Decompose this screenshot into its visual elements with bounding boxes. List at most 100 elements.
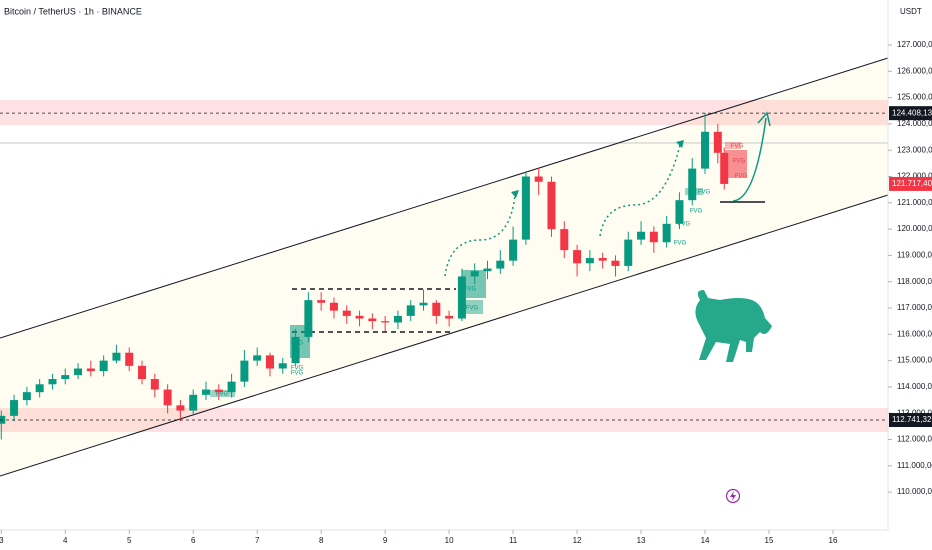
candle-body bbox=[202, 389, 211, 395]
fvg-label: FVG bbox=[731, 144, 744, 150]
y-tick-label: 122.000,00 bbox=[897, 172, 932, 181]
x-tick-label: 7 bbox=[255, 536, 260, 545]
x-tick-label: 13 bbox=[637, 536, 646, 545]
x-tick-label: 12 bbox=[573, 536, 582, 545]
x-tick-label: 15 bbox=[765, 536, 774, 545]
x-tick-label: 10 bbox=[445, 536, 454, 545]
x-tick-label: 4 bbox=[63, 536, 68, 545]
candle-body bbox=[342, 310, 351, 316]
candle-body bbox=[227, 381, 236, 393]
candle-body bbox=[547, 181, 556, 230]
projection-path bbox=[444, 194, 516, 277]
candle-body bbox=[483, 268, 492, 272]
candle-body bbox=[189, 394, 198, 411]
fvg-label: FVG bbox=[678, 222, 691, 228]
x-tick-label: 8 bbox=[319, 536, 324, 545]
fvg-label: FVG bbox=[291, 366, 304, 372]
channel-upper bbox=[0, 57, 889, 339]
candle-body bbox=[150, 379, 159, 390]
candle-body bbox=[611, 260, 620, 266]
channel-fill bbox=[0, 58, 888, 476]
event-icon bbox=[730, 491, 736, 501]
y-tick-label: 121.000,00 bbox=[897, 198, 932, 207]
y-tick-label: 115.000,00 bbox=[897, 356, 932, 365]
fvg-label: FVG bbox=[674, 241, 687, 247]
fvg-box bbox=[725, 150, 747, 178]
channel-lower bbox=[0, 194, 889, 477]
y-tick-label: 120.000,00 bbox=[897, 224, 932, 233]
arrow-head bbox=[757, 111, 771, 127]
y-tick-label: 118.000,00 bbox=[897, 277, 932, 286]
candle-body bbox=[470, 271, 479, 277]
candle-body bbox=[598, 258, 607, 261]
candle-body bbox=[649, 231, 658, 243]
y-tick-label: 116.000,00 bbox=[897, 329, 932, 338]
candle-body bbox=[406, 305, 415, 316]
candle-body bbox=[713, 131, 722, 153]
candle-body bbox=[317, 300, 326, 303]
y-tick-label: 127.000,00 bbox=[897, 40, 932, 49]
candle-body bbox=[22, 392, 31, 401]
fvg-label: FVG bbox=[735, 174, 748, 180]
candle-body bbox=[176, 405, 185, 411]
fvg-label: FVG bbox=[291, 371, 304, 377]
candle-body bbox=[112, 352, 121, 361]
candle-body bbox=[253, 355, 262, 361]
candle-body bbox=[701, 131, 710, 169]
drawings bbox=[0, 57, 889, 504]
candle-body bbox=[675, 200, 684, 224]
candle-body bbox=[10, 400, 19, 416]
candle-body bbox=[35, 384, 44, 393]
fvg-label: FVG bbox=[698, 190, 711, 196]
fvg-label: FVG bbox=[690, 209, 703, 215]
price-label-box bbox=[889, 413, 932, 428]
y-tick-label: 117.000,00 bbox=[897, 303, 932, 312]
fvg-label: FVG bbox=[291, 341, 304, 347]
x-tick-label: 6 bbox=[191, 536, 196, 545]
projection-arrow bbox=[732, 117, 767, 202]
fvg-label: FVG bbox=[464, 287, 477, 293]
y-tick-label: 126.000,00 bbox=[897, 66, 932, 75]
fvg-label: FVG bbox=[733, 159, 746, 165]
x-tick-label: 3 bbox=[0, 536, 4, 545]
candle-body bbox=[61, 375, 70, 380]
arrow-head bbox=[511, 190, 519, 198]
projection-path bbox=[599, 144, 681, 237]
price-label-box bbox=[889, 106, 932, 121]
chart-title: Bitcoin / TetherUS · 1h · BINANCE bbox=[4, 6, 142, 16]
x-tick-label: 16 bbox=[829, 536, 838, 545]
candle-body bbox=[393, 315, 402, 323]
y-tick-label: 119.000,00 bbox=[897, 251, 932, 260]
candle-body bbox=[585, 258, 594, 264]
candle-body bbox=[509, 239, 518, 261]
arrow-head bbox=[676, 140, 684, 148]
candle-body bbox=[99, 360, 108, 372]
candle-body bbox=[291, 336, 300, 364]
y-tick-label: 114.000,00 bbox=[897, 382, 932, 391]
price-label-box bbox=[889, 176, 932, 191]
candle-body bbox=[355, 315, 364, 319]
y-tick-label: 111.000,00 bbox=[897, 461, 932, 470]
fvg-box bbox=[725, 142, 741, 149]
candle-body bbox=[521, 176, 530, 240]
resistance-zone bbox=[0, 100, 888, 125]
x-tick-label: 5 bbox=[127, 536, 132, 545]
fvg-box bbox=[210, 390, 235, 397]
candle-body bbox=[381, 321, 390, 323]
candle-body bbox=[138, 365, 147, 380]
candle-body bbox=[368, 318, 377, 322]
y-tick-label: 110.000,00 bbox=[897, 487, 932, 496]
fvg-box bbox=[465, 300, 483, 314]
y-tick-label: 125.000,00 bbox=[897, 93, 932, 102]
y-tick-label: 124.000,00 bbox=[897, 119, 932, 128]
candle-body bbox=[560, 229, 569, 251]
candle-body bbox=[432, 302, 441, 316]
candle-body bbox=[74, 368, 83, 376]
x-tick-label: 11 bbox=[509, 536, 518, 545]
y-tick-label: 113.000,00 bbox=[897, 408, 932, 417]
candle-body bbox=[329, 302, 338, 311]
candle-body bbox=[720, 152, 729, 184]
x-tick-label: 9 bbox=[383, 536, 388, 545]
price-label: 124.408,13 bbox=[892, 108, 932, 117]
